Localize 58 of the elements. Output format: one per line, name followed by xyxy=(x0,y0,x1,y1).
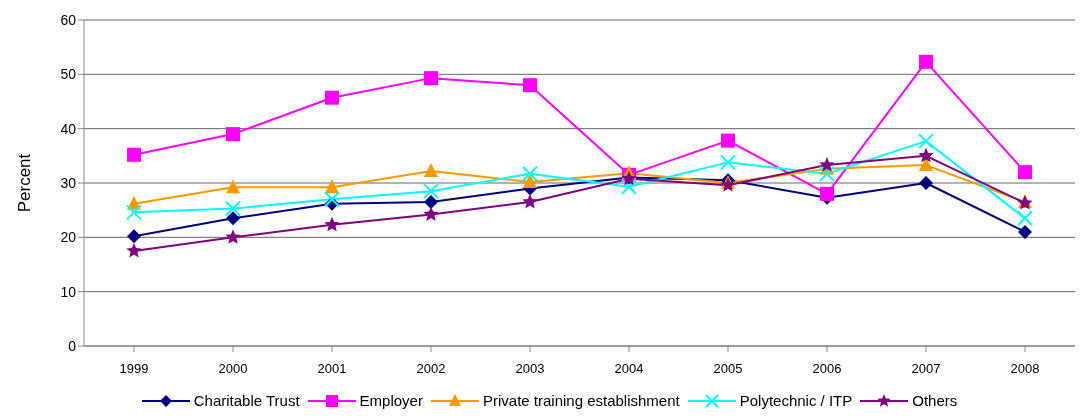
point xyxy=(325,90,339,105)
x-tick-label: 2008 xyxy=(1010,361,1040,377)
point xyxy=(1018,224,1032,239)
point xyxy=(523,78,537,93)
x-tick-label: 1999 xyxy=(119,361,149,377)
point xyxy=(720,154,736,171)
point xyxy=(225,229,241,244)
point xyxy=(918,147,934,163)
point xyxy=(325,179,339,194)
legend-label: Charitable Trust xyxy=(193,392,300,409)
x-tick-label: 2006 xyxy=(812,361,842,377)
point xyxy=(721,133,735,148)
point xyxy=(820,186,834,201)
point xyxy=(1017,210,1033,227)
y-tick-label: 40 xyxy=(60,120,77,137)
point xyxy=(819,165,835,182)
legend-label: Employer xyxy=(359,392,423,409)
x-tick-label: 2002 xyxy=(416,361,446,377)
point xyxy=(522,194,538,209)
point xyxy=(225,200,241,217)
legend-label: Polytechnic / ITP xyxy=(739,392,853,409)
point xyxy=(226,127,240,142)
legend-label: Private training establishment xyxy=(482,392,680,409)
y-tick-label: 0 xyxy=(68,337,77,354)
point xyxy=(919,157,933,172)
point xyxy=(919,176,933,190)
point xyxy=(424,71,438,86)
point xyxy=(126,204,142,221)
x-tick-label: 2007 xyxy=(911,361,941,377)
x-tick-label: 2003 xyxy=(515,361,545,377)
y-axis-title: Percent xyxy=(15,153,35,213)
y-tick-label: 20 xyxy=(60,229,77,246)
x-tick-label: 2004 xyxy=(614,361,644,377)
point xyxy=(919,54,933,69)
point xyxy=(1018,165,1032,180)
point xyxy=(621,178,637,195)
point xyxy=(226,179,240,194)
point xyxy=(423,206,439,221)
point xyxy=(127,147,141,162)
y-tick-label: 50 xyxy=(60,66,77,83)
point xyxy=(424,195,438,210)
point xyxy=(127,229,141,244)
x-tick-label: 2000 xyxy=(218,361,248,377)
point xyxy=(126,242,142,258)
legend-label: Others xyxy=(912,392,958,409)
point xyxy=(226,211,240,226)
y-tick-label: 30 xyxy=(60,174,77,191)
point xyxy=(423,183,439,200)
point xyxy=(918,133,934,150)
point xyxy=(324,191,340,208)
point xyxy=(324,216,340,232)
y-tick-label: 10 xyxy=(60,283,77,300)
y-tick-label: 60 xyxy=(60,11,77,28)
x-tick-label: 2005 xyxy=(713,361,743,377)
point xyxy=(522,165,538,182)
x-tick-label: 2001 xyxy=(317,361,347,377)
point xyxy=(424,163,438,178)
point xyxy=(523,173,537,188)
